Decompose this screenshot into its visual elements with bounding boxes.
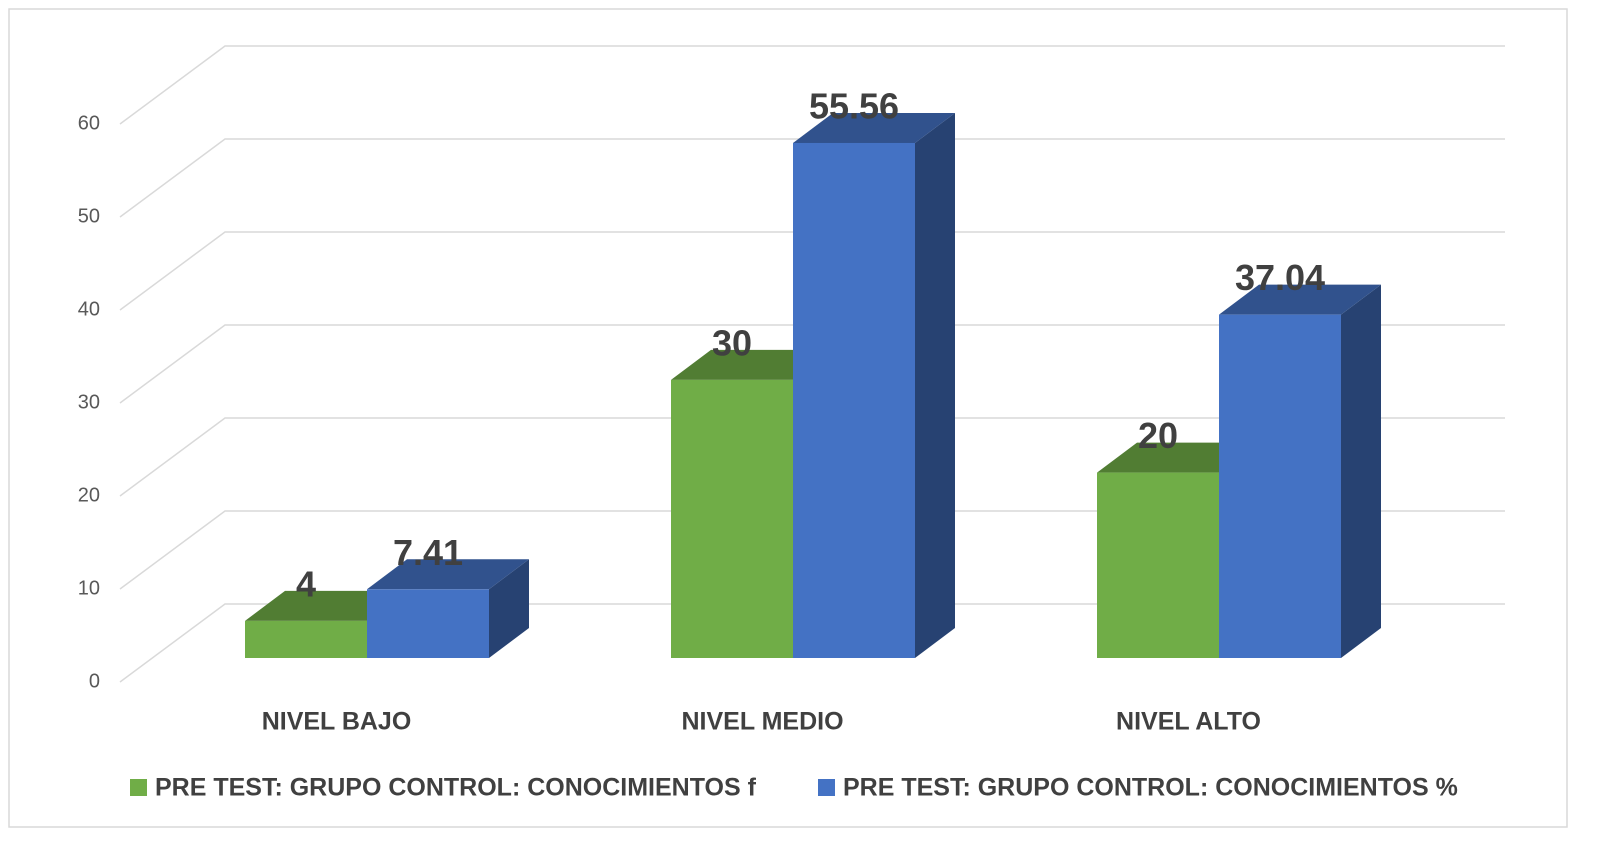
bar-top: [245, 590, 407, 621]
x-tick-label: NIVEL ALTO: [1116, 708, 1261, 736]
bar: [367, 589, 489, 658]
bar: [1097, 472, 1219, 658]
bar-side: [915, 112, 955, 658]
y-tick-label: 10: [78, 577, 100, 599]
bar: [793, 142, 915, 658]
bar-top: [1097, 442, 1259, 473]
bar-top: [793, 112, 955, 143]
data-label: 30: [712, 322, 752, 363]
y-tick-label: 20: [78, 484, 100, 506]
y-tick-label: 60: [78, 112, 100, 134]
y-tick-label: 30: [78, 391, 100, 413]
bar: [245, 620, 367, 658]
data-label: 20: [1138, 415, 1178, 456]
bar-side: [489, 559, 529, 658]
x-tick-label: NIVEL BAJO: [262, 708, 412, 736]
data-label: 55.56: [809, 85, 899, 126]
legend-swatch: [818, 779, 835, 796]
grid-line: [119, 138, 1505, 218]
y-tick-label: 40: [78, 298, 100, 320]
y-tick-label: 50: [78, 205, 100, 227]
x-tick-label: NIVEL MEDIO: [681, 708, 843, 736]
bar-top: [367, 559, 529, 590]
bar: [1219, 314, 1341, 658]
bar-top: [671, 349, 833, 380]
bar-side: [1341, 284, 1381, 658]
bar: [671, 379, 793, 658]
grid-line: [119, 417, 1505, 497]
legend-label: PRE TEST: GRUPO CONTROL: CONOCIMIENTOS f: [155, 774, 757, 802]
data-label: 37.04: [1235, 257, 1325, 298]
data-label: 7.41: [393, 532, 463, 573]
chart-border: [8, 8, 1568, 828]
grid-line: [119, 510, 1505, 590]
grid-line: [119, 603, 1505, 683]
data-label: 4: [296, 563, 316, 604]
grid-line: [119, 231, 1505, 311]
bar-top: [1219, 284, 1381, 315]
legend-swatch: [130, 779, 147, 796]
grid-line: [119, 324, 1505, 404]
grid-line: [119, 45, 1505, 125]
legend-label: PRE TEST: GRUPO CONTROL: CONOCIMIENTOS %: [843, 774, 1458, 802]
y-tick-label: 0: [89, 670, 100, 692]
